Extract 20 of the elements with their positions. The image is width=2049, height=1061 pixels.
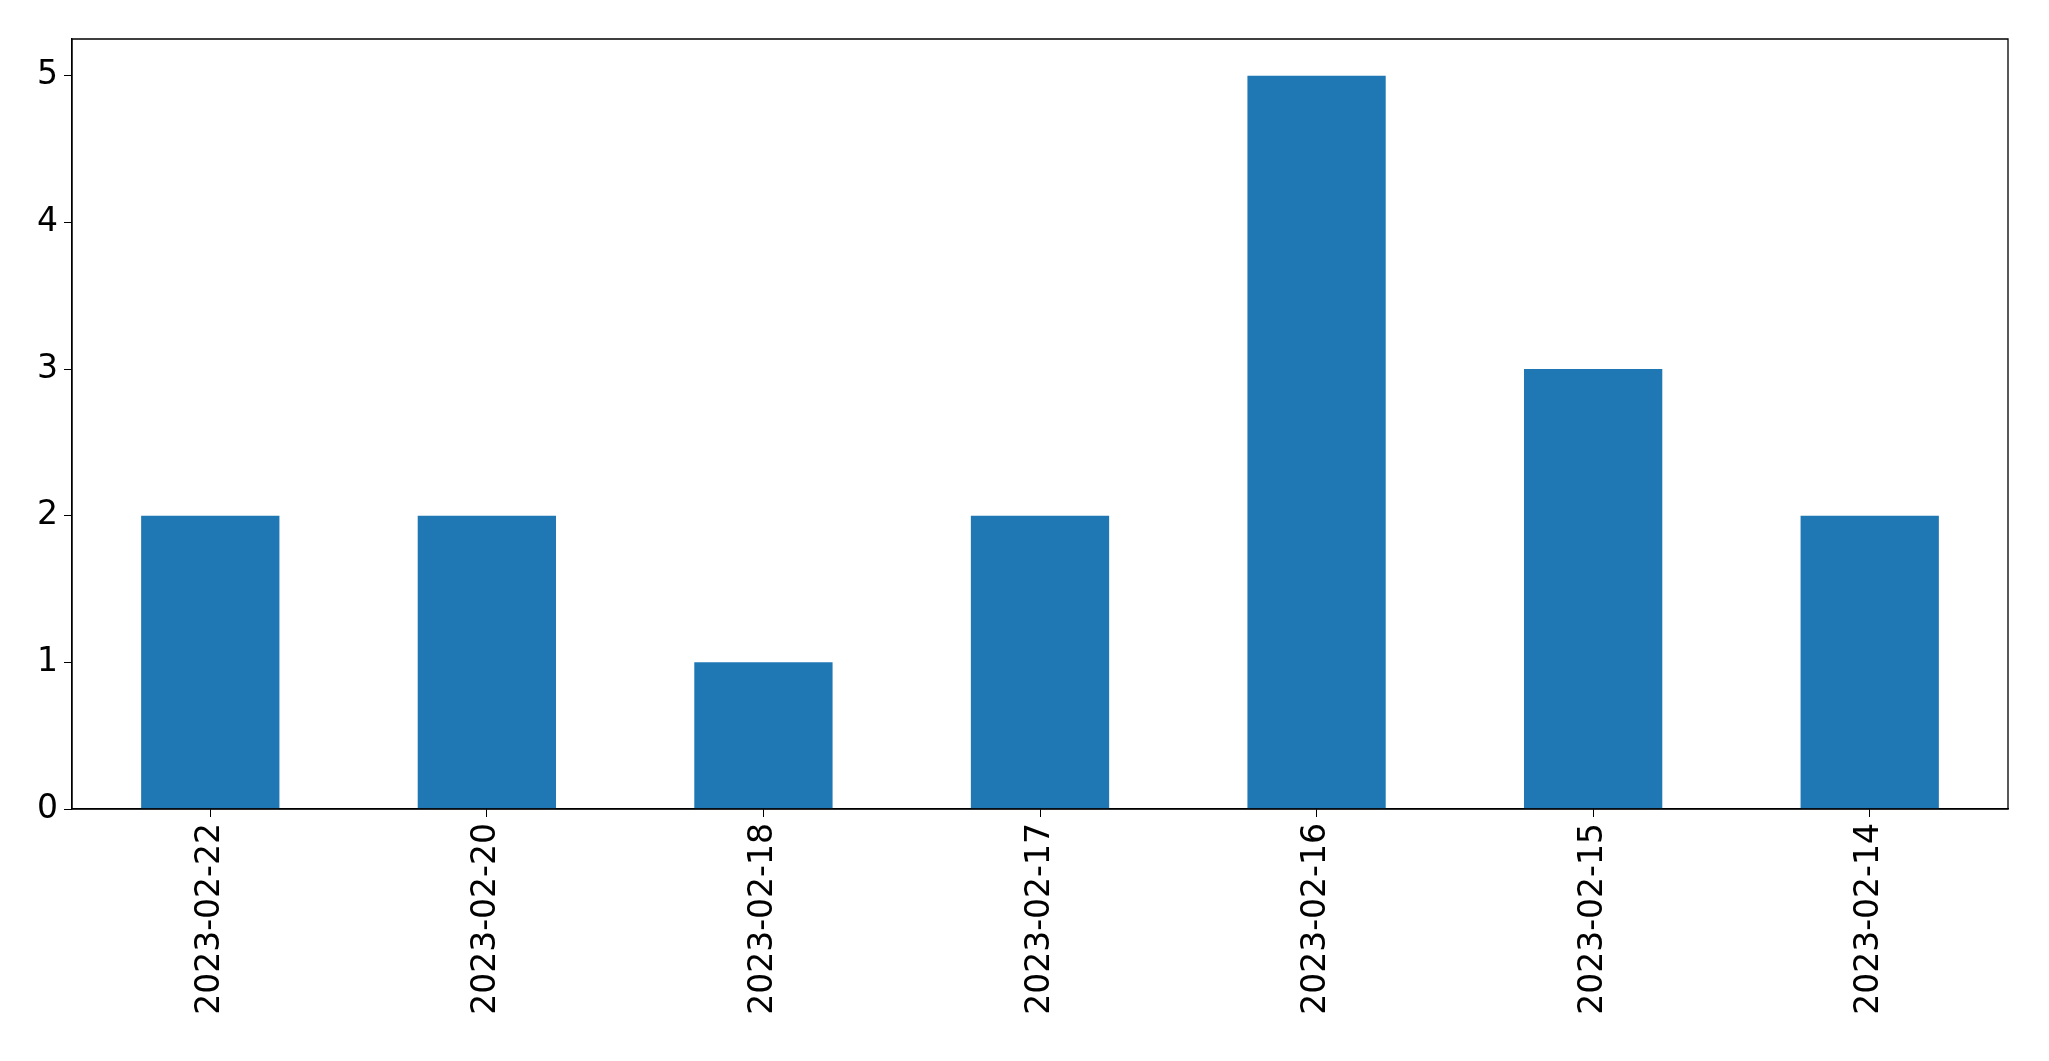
bar (970, 515, 1110, 809)
x-tick-label: 2023-02-20 (464, 823, 504, 1015)
y-tick-label: 4 (37, 199, 58, 239)
x-tick-label: 2023-02-16 (1294, 823, 1334, 1015)
x-tick-label: 2023-02-18 (741, 823, 781, 1015)
y-tick-label: 3 (37, 346, 58, 386)
y-tick-label: 2 (37, 493, 58, 533)
bar (1247, 75, 1386, 809)
y-tick-label: 0 (37, 786, 58, 826)
bar (417, 515, 556, 809)
bar (1524, 369, 1663, 809)
y-tick-label: 5 (37, 53, 58, 93)
bar (1800, 515, 1939, 809)
y-tick-label: 1 (37, 639, 58, 679)
x-tick-label: 2023-02-22 (187, 823, 227, 1015)
bar (694, 662, 833, 809)
x-tick-label: 2023-02-15 (1570, 823, 1610, 1015)
bar (141, 515, 280, 809)
x-tick-label: 2023-02-14 (1847, 823, 1887, 1015)
x-tick-label: 2023-02-17 (1017, 823, 1057, 1015)
